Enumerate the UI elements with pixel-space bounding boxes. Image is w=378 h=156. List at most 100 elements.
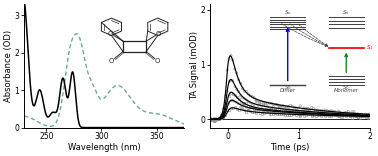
Point: [274, 113, 280, 115]
Point: [278, 111, 284, 114]
Point: [297, 115, 303, 117]
Point: [293, 114, 299, 117]
Point: [268, 111, 274, 114]
Point: [301, 110, 307, 113]
Point: [245, 109, 251, 111]
Point: [240, 97, 246, 99]
Point: [353, 115, 359, 117]
Point: [212, 120, 218, 122]
Point: [336, 111, 342, 113]
Point: [276, 105, 282, 107]
Point: [301, 107, 307, 109]
Point: [286, 112, 292, 114]
Point: [295, 110, 301, 113]
Point: [226, 102, 232, 104]
Point: [330, 114, 336, 117]
Point: [280, 111, 286, 114]
Point: [328, 111, 334, 113]
Point: [311, 112, 317, 114]
Point: [255, 110, 261, 112]
Point: [288, 109, 294, 112]
Point: [243, 106, 249, 108]
Point: [230, 79, 236, 82]
Point: [207, 118, 213, 120]
Point: [364, 117, 370, 119]
Point: [332, 113, 338, 116]
Point: [355, 116, 361, 118]
Point: [276, 113, 282, 115]
Point: [238, 82, 244, 84]
Point: [255, 104, 261, 107]
Point: [263, 111, 269, 113]
Point: [261, 112, 267, 115]
Point: [307, 112, 313, 114]
Point: [232, 100, 238, 102]
Point: [295, 112, 301, 115]
Point: [305, 110, 311, 113]
Point: [313, 115, 319, 117]
Point: [249, 106, 255, 108]
Point: [211, 118, 217, 120]
Point: [355, 115, 361, 118]
Point: [364, 113, 370, 116]
Y-axis label: TA Signal (mOD): TA Signal (mOD): [190, 31, 199, 100]
Point: [347, 115, 353, 117]
Point: [305, 112, 311, 115]
Point: [322, 113, 328, 116]
Point: [257, 108, 263, 110]
Point: [313, 109, 319, 111]
Point: [291, 110, 297, 112]
Point: [247, 110, 253, 112]
Point: [364, 113, 370, 116]
Point: [318, 112, 324, 115]
Point: [326, 114, 332, 116]
Point: [364, 113, 370, 116]
Point: [214, 118, 220, 121]
Point: [270, 110, 276, 112]
Point: [259, 108, 265, 110]
Point: [324, 110, 330, 112]
Point: [341, 113, 347, 115]
Point: [307, 109, 313, 112]
Point: [259, 105, 265, 107]
Point: [330, 110, 336, 112]
Point: [309, 112, 315, 115]
Point: [316, 112, 322, 115]
Point: [334, 113, 340, 115]
Point: [295, 107, 301, 109]
Point: [322, 114, 328, 117]
Point: [286, 108, 292, 110]
Point: [249, 111, 255, 114]
Point: [282, 111, 288, 113]
Point: [284, 110, 290, 112]
Point: [226, 58, 232, 60]
Point: [334, 112, 340, 115]
Point: [224, 109, 230, 112]
Point: [328, 110, 334, 112]
Point: [318, 109, 324, 112]
Point: [322, 111, 328, 113]
Point: [347, 114, 353, 117]
Point: [263, 108, 269, 110]
Point: [355, 116, 361, 118]
Point: [263, 108, 269, 110]
Point: [311, 111, 317, 114]
Point: [326, 115, 332, 117]
Point: [314, 112, 321, 114]
Point: [257, 108, 263, 110]
Point: [212, 119, 218, 122]
Point: [272, 112, 278, 114]
Point: [349, 113, 355, 115]
Point: [290, 113, 296, 115]
Point: [366, 113, 372, 115]
Point: [253, 108, 259, 110]
Point: [220, 117, 226, 119]
Point: [293, 107, 299, 109]
Point: [322, 114, 328, 116]
Point: [303, 110, 309, 112]
Point: [313, 113, 319, 116]
Point: [230, 99, 236, 102]
Point: [288, 114, 294, 116]
Point: [257, 101, 263, 103]
Point: [297, 113, 303, 115]
